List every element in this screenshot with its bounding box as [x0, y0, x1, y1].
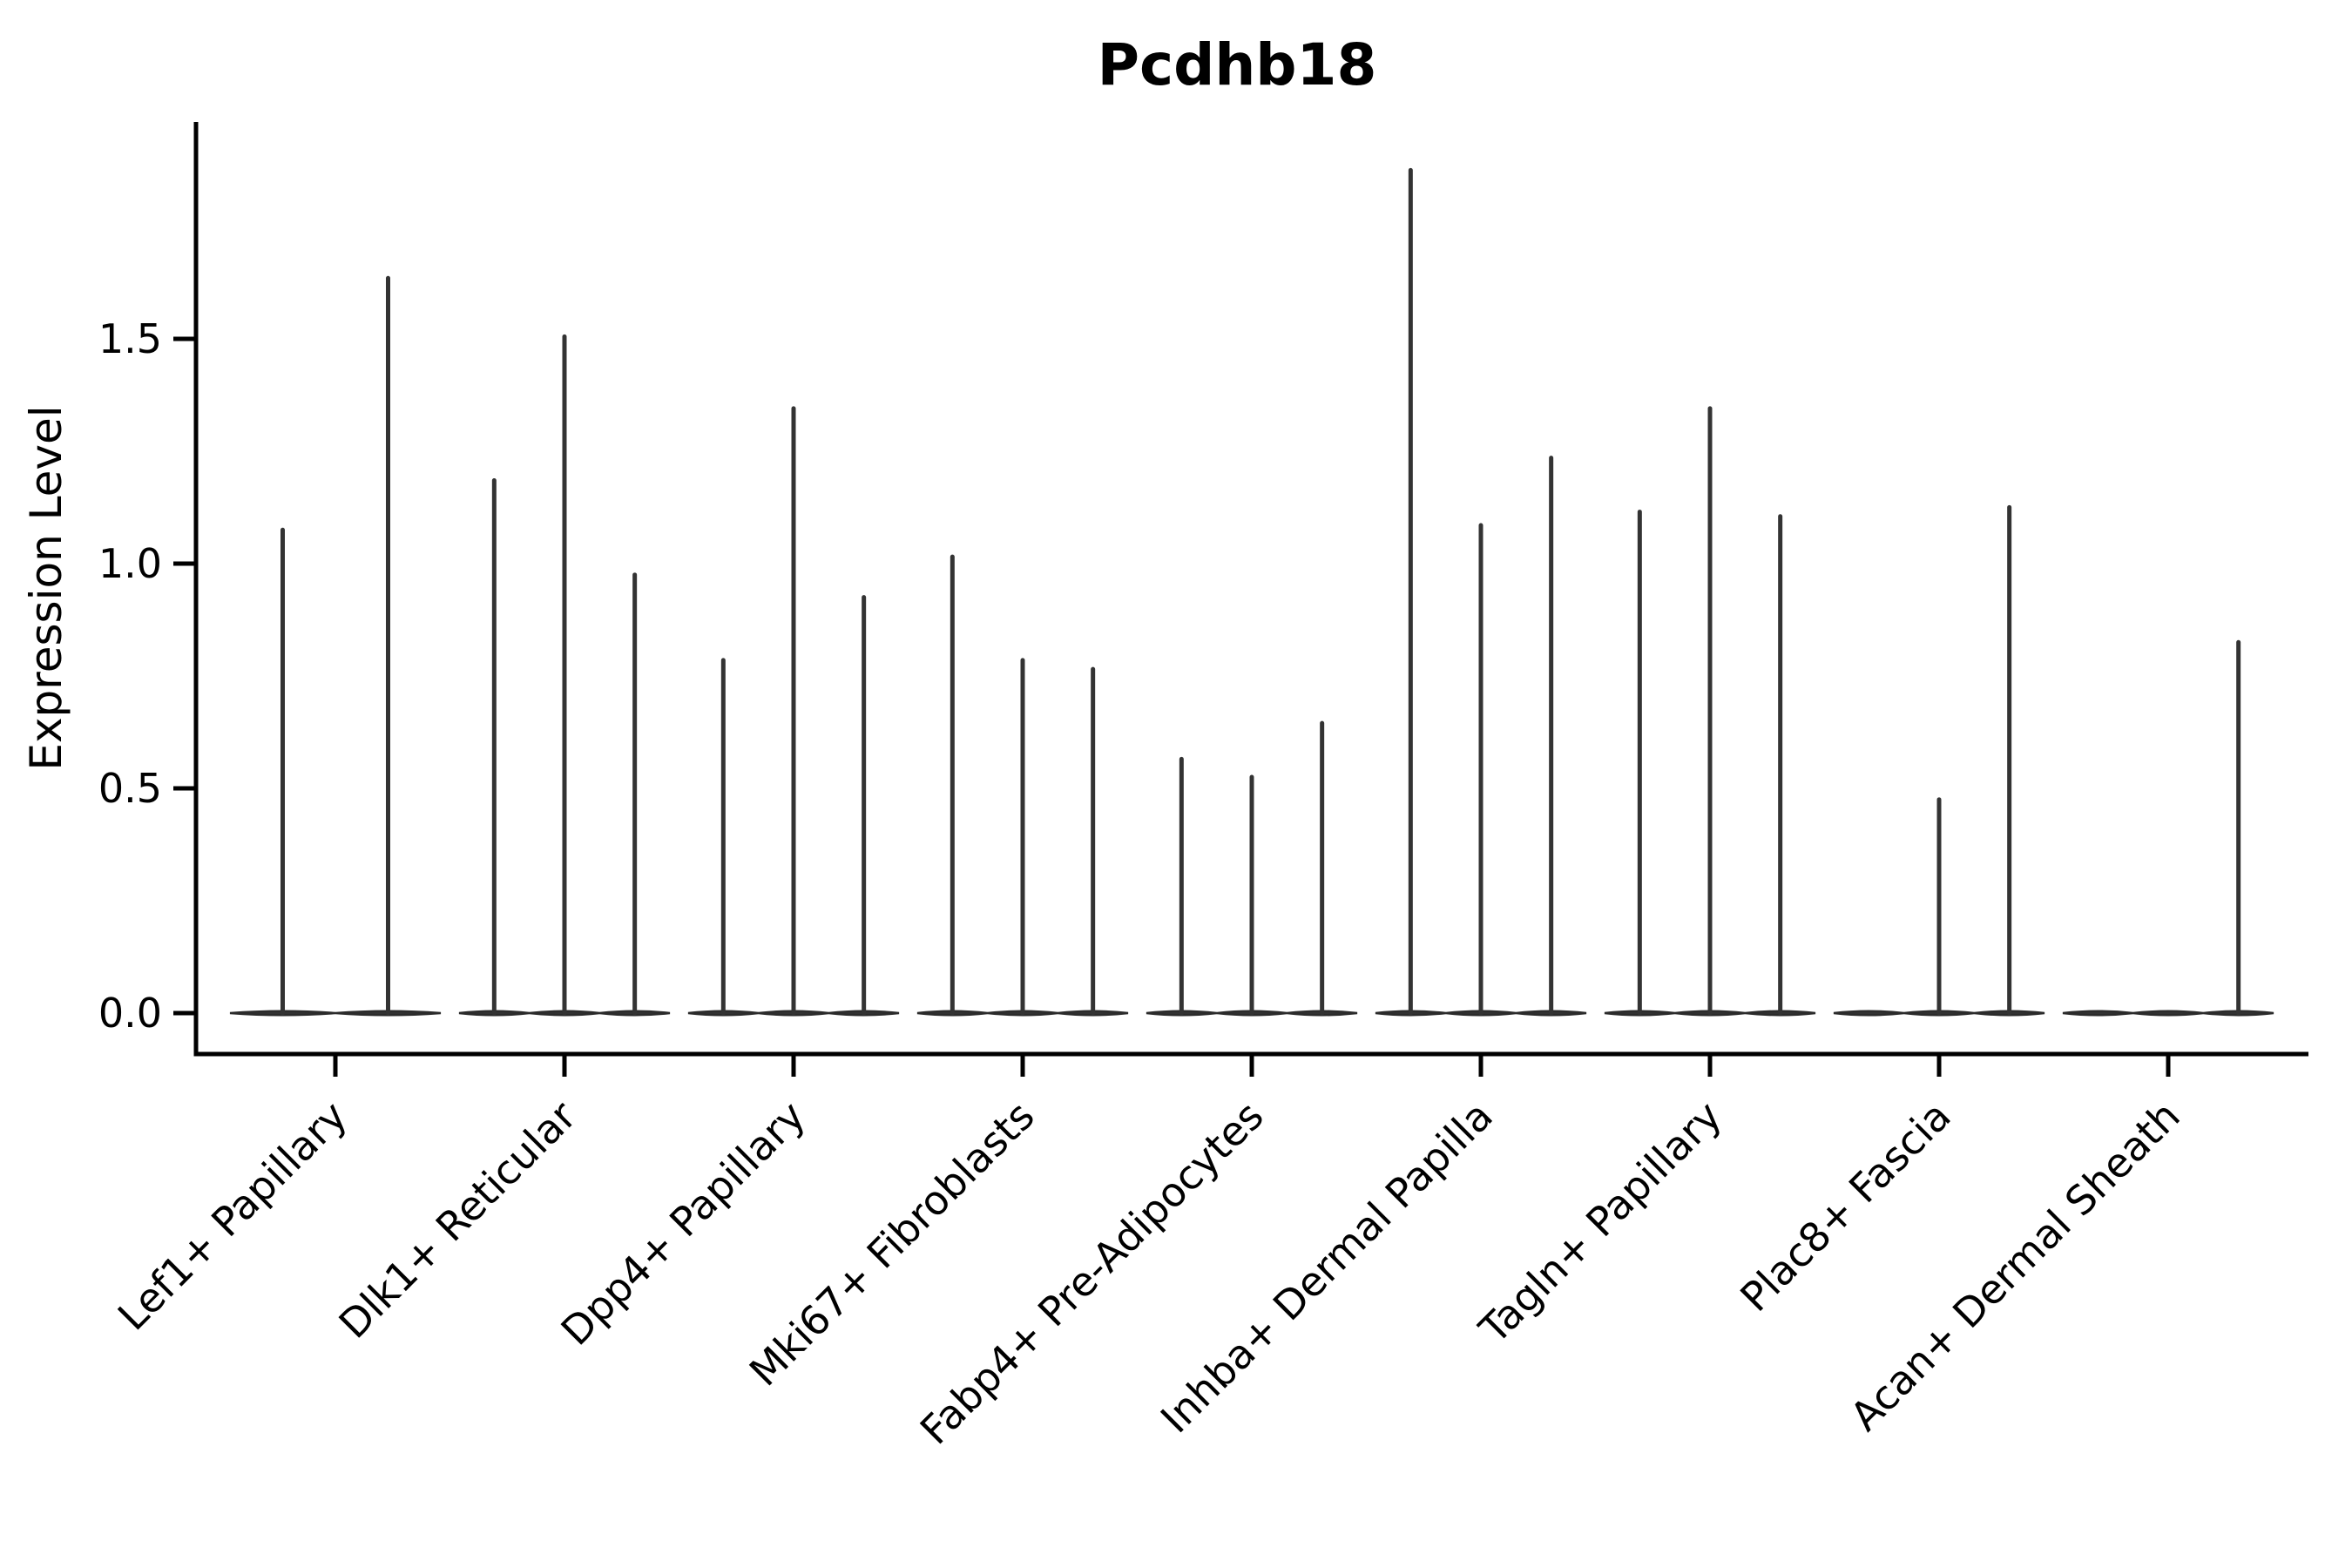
chart-title: Pcdhb18	[1098, 31, 1377, 98]
y-axis-label: Expression Level	[21, 405, 71, 770]
x-tick-label: Dpp4+ Papillary	[552, 1092, 814, 1355]
x-tick-label: Plac8+ Fascia	[1731, 1092, 1959, 1321]
y-tick-label: 1.5	[98, 315, 162, 362]
x-tick-label: Tagln+ Papillary	[1470, 1092, 1731, 1354]
violin-zero-density	[1833, 1010, 1904, 1017]
y-tick-label: 0.0	[98, 990, 162, 1037]
violin-zero-density	[2132, 1010, 2204, 1017]
y-tick-label: 1.0	[98, 540, 162, 587]
y-tick-label: 0.5	[98, 765, 162, 812]
violin-zero-density	[2062, 1010, 2133, 1017]
x-tick-label: Lef1+ Papillary	[109, 1092, 356, 1340]
x-tick-label: Dlk1+ Reticular	[330, 1092, 585, 1348]
violins-layer	[229, 167, 2274, 1017]
